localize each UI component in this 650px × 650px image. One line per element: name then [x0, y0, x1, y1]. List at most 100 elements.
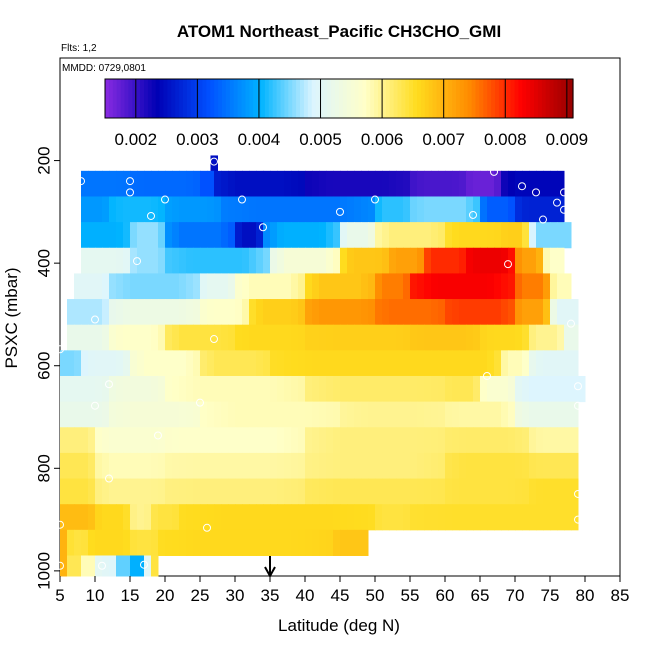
heatmap-cell: [466, 273, 474, 300]
heatmap-cell: [102, 170, 110, 197]
heatmap-cell: [207, 170, 215, 197]
heatmap-cell: [529, 504, 537, 531]
heatmap-cell: [480, 401, 488, 428]
heatmap-cell: [235, 504, 243, 531]
x-tick-label: 65: [471, 586, 490, 605]
heatmap-cell: [249, 170, 257, 197]
colorbar-segment: [159, 79, 165, 118]
colorbar-segment: [335, 79, 340, 118]
heatmap-cell: [403, 273, 411, 300]
heatmap-cell: [550, 478, 558, 505]
heatmap-cell: [543, 170, 551, 197]
heatmap-cell: [256, 504, 264, 531]
colorbar-segment: [358, 79, 363, 118]
heatmap-cell: [291, 324, 299, 351]
heatmap-cell: [543, 427, 551, 454]
heatmap-cell: [95, 350, 103, 377]
heatmap-cell: [193, 299, 201, 326]
colorbar-segment: [202, 79, 207, 118]
heatmap-cell: [445, 452, 453, 480]
heatmap-cell: [74, 375, 82, 403]
heatmap-cell: [242, 273, 250, 300]
colorbar-segment: [440, 79, 445, 118]
heatmap-cell: [130, 170, 138, 197]
colorbar: 0.002 0.003 0.004 0.005 0.006 0.007 0.008 0.009: [104, 78, 588, 149]
heatmap-cell: [424, 504, 432, 531]
heatmap-cell: [529, 170, 537, 197]
heatmap-cell: [480, 299, 488, 326]
heatmap-cell: [284, 273, 292, 300]
heatmap-cell: [312, 427, 320, 454]
heatmap-cell: [256, 375, 264, 403]
heatmap-cell: [543, 222, 551, 249]
y-axis: 200 400 600 800 1000: [34, 146, 60, 590]
heatmap-cell: [60, 504, 68, 531]
heatmap-cell: [95, 324, 103, 351]
heatmap-cell: [305, 478, 313, 505]
colorbar-segment: [179, 79, 184, 118]
heatmap-cell: [410, 247, 418, 274]
heatmap-cell: [95, 375, 103, 403]
heatmap-cell: [109, 324, 117, 351]
colorbar-tick-label: 0.004: [238, 130, 281, 149]
heatmap-cell: [480, 273, 488, 300]
colorbar-segment: [374, 79, 379, 118]
heatmap-cell: [438, 350, 446, 377]
heatmap-cell: [354, 452, 362, 480]
heatmap-cell: [431, 299, 439, 326]
colorbar-segment: [136, 79, 141, 118]
colorbar-tick-label: 0.003: [176, 130, 219, 149]
heatmap-cell: [564, 324, 572, 351]
heatmap-cell: [557, 273, 565, 300]
heatmap-cell: [172, 452, 180, 480]
heatmap-cell: [571, 401, 579, 428]
heatmap-cell: [340, 401, 348, 428]
heatmap-cell: [270, 401, 278, 428]
heatmap-cell: [333, 452, 341, 480]
heatmap-cell: [277, 350, 285, 377]
colorbar-segment: [346, 79, 352, 118]
x-tick-label: 15: [121, 586, 140, 605]
heatmap-cell: [277, 427, 285, 454]
heatmap-cell: [235, 375, 243, 403]
heatmap-cell: [480, 504, 488, 531]
heatmap-cell: [130, 375, 138, 403]
heatmap-cell: [564, 478, 572, 505]
heatmap-cell: [375, 273, 383, 300]
heatmap-cell: [522, 324, 530, 351]
heatmap-cell: [263, 375, 271, 403]
heatmap-cell: [88, 452, 96, 480]
colorbar-segment: [389, 79, 395, 118]
x-tick-label: 70: [506, 586, 525, 605]
heatmap-cell: [459, 247, 467, 274]
heatmap-cell: [501, 375, 509, 403]
heatmap-cell: [172, 324, 180, 351]
observation-point: [56, 345, 64, 354]
heatmap-cell: [312, 401, 320, 428]
heatmap-cell: [571, 299, 579, 326]
heatmap-cell: [116, 478, 124, 505]
heatmap-cell: [165, 196, 173, 223]
heatmap-cell: [459, 299, 467, 326]
heatmap-cell: [109, 375, 117, 403]
heatmap-cell: [109, 273, 117, 300]
heatmap-cell: [382, 350, 390, 377]
heatmap-cell: [382, 427, 390, 454]
heatmap-cell: [529, 375, 537, 403]
heatmap-cell: [88, 478, 96, 505]
heatmap-cell: [424, 299, 432, 326]
heatmap-cell: [165, 401, 173, 428]
heatmap-cell: [319, 273, 327, 300]
heatmap-cell: [130, 478, 138, 505]
heatmap-cell: [466, 196, 474, 223]
heatmap-cell: [312, 247, 320, 274]
heatmap-cell: [487, 324, 495, 351]
x-tick-label: 80: [576, 586, 595, 605]
heatmap-cell: [144, 427, 152, 454]
colorbar-segment: [413, 79, 418, 118]
heatmap-cell: [151, 375, 159, 403]
heatmap-cell: [214, 196, 222, 223]
heatmap-cell: [221, 222, 229, 249]
heatmap-cell: [431, 350, 439, 377]
heatmap-cell: [305, 427, 313, 454]
